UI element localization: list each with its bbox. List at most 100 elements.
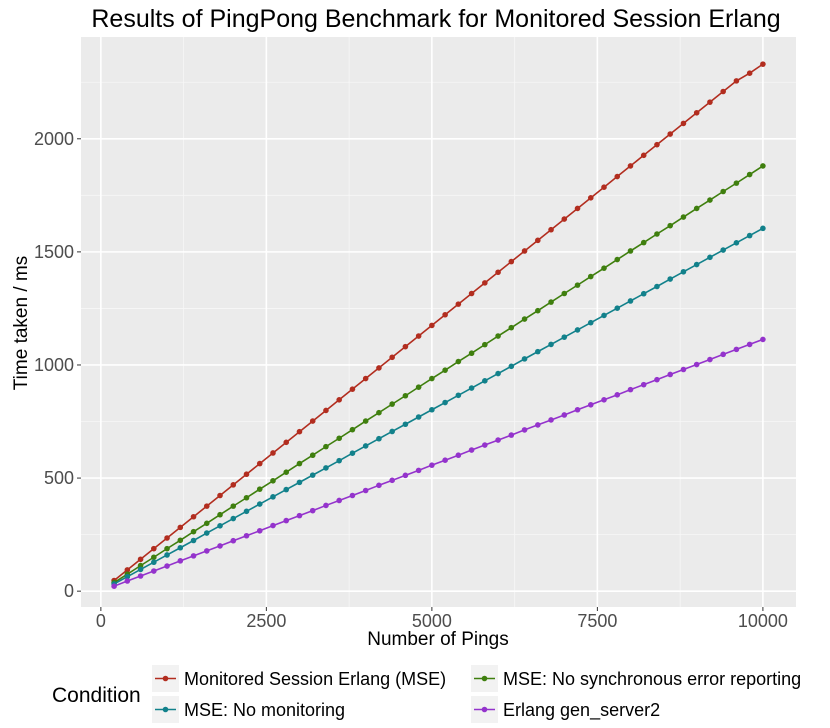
y-tick-label: 1500	[34, 242, 74, 262]
data-point	[495, 333, 501, 339]
legend-label: Monitored Session Erlang (MSE)	[184, 669, 446, 689]
data-point	[468, 385, 475, 391]
data-point	[349, 386, 356, 392]
data-point	[482, 280, 488, 286]
legend: Monitored Session Erlang (MSE) MSE: No sy…	[152, 665, 801, 723]
data-point	[601, 265, 607, 271]
data-point	[693, 109, 700, 116]
data-point	[561, 334, 568, 340]
data-point	[535, 348, 541, 355]
data-point	[309, 418, 316, 424]
data-point	[627, 298, 634, 304]
data-point	[548, 226, 554, 233]
data-point	[508, 363, 515, 370]
data-point	[442, 457, 448, 464]
data-point	[177, 544, 184, 551]
series-line	[113, 63, 764, 582]
data-point	[256, 527, 263, 534]
data-point	[442, 399, 448, 406]
data-point	[177, 537, 184, 544]
data-point	[389, 428, 395, 435]
data-point	[574, 282, 581, 288]
y-tick-label: 500	[44, 468, 74, 488]
data-point	[601, 312, 607, 319]
data-point	[614, 256, 621, 263]
legend-title: Condition	[52, 684, 141, 707]
data-point	[746, 70, 753, 76]
data-point	[151, 554, 157, 561]
data-point	[640, 152, 647, 159]
data-point	[323, 407, 329, 414]
data-point	[667, 276, 674, 282]
data-point	[270, 494, 276, 500]
data-point	[574, 406, 581, 413]
x-tick-label: 10000	[738, 611, 788, 631]
data-point	[654, 231, 660, 237]
data-point	[349, 426, 356, 433]
legend-key-point	[481, 706, 488, 713]
data-point	[336, 397, 342, 403]
data-point	[296, 512, 303, 519]
data-point	[720, 88, 726, 95]
data-point	[415, 467, 422, 474]
data-point	[270, 450, 276, 456]
data-point	[402, 421, 409, 428]
data-point	[442, 311, 448, 318]
legend-key-point	[162, 675, 169, 682]
data-point	[309, 452, 316, 459]
data-point	[561, 216, 568, 222]
y-tick-label: 0	[64, 581, 74, 601]
data-point	[667, 222, 674, 229]
data-point	[455, 452, 462, 459]
data-point	[137, 556, 144, 563]
data-point	[111, 583, 117, 589]
x-tick-label: 2500	[246, 611, 286, 631]
data-point	[402, 392, 409, 399]
data-point	[508, 258, 515, 265]
data-point	[548, 417, 554, 423]
data-point	[601, 397, 607, 403]
data-point	[548, 299, 554, 305]
x-tick-label: 0	[96, 611, 106, 631]
data-point	[243, 471, 250, 478]
data-point	[137, 573, 144, 579]
data-point	[270, 522, 276, 529]
data-point	[693, 361, 700, 368]
data-point	[680, 214, 687, 220]
legend-item: MSE: No synchronous error reporting	[471, 665, 801, 692]
data-point	[627, 248, 634, 254]
data-point	[309, 507, 316, 514]
data-point	[389, 401, 395, 407]
data-point	[746, 341, 753, 348]
series-4	[111, 336, 766, 589]
legend-item: MSE: No monitoring	[152, 696, 345, 723]
data-point	[442, 367, 448, 373]
data-point	[614, 392, 621, 398]
data-point	[508, 432, 515, 438]
data-point	[521, 248, 528, 254]
data-point	[296, 428, 303, 435]
minor-gridlines	[81, 37, 796, 607]
data-point	[190, 513, 197, 520]
data-point	[587, 319, 594, 326]
y-tick-label: 2000	[34, 129, 74, 149]
data-point	[601, 184, 607, 190]
data-point	[720, 188, 726, 195]
data-point	[482, 442, 488, 448]
data-point	[627, 163, 634, 169]
data-point	[243, 508, 250, 515]
data-point	[376, 482, 382, 489]
series-2	[111, 163, 766, 586]
data-point	[495, 437, 501, 443]
chart-title: Results of PingPong Benchmark for Monito…	[91, 5, 780, 33]
data-point	[746, 232, 753, 239]
legend-item: Monitored Session Erlang (MSE)	[152, 665, 446, 692]
data-point	[429, 462, 435, 468]
data-point	[733, 346, 740, 353]
data-point	[164, 545, 170, 552]
data-point	[707, 356, 713, 363]
data-point	[429, 322, 435, 329]
data-point	[190, 528, 197, 535]
data-point	[733, 78, 740, 84]
data-point	[203, 503, 210, 509]
